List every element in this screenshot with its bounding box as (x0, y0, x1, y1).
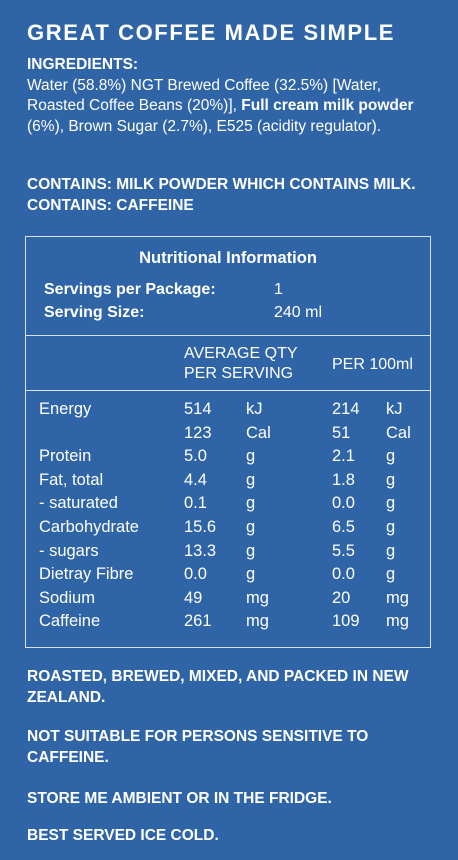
ingredients-text-1: Water (58.8%) NGT Brewed Coffee (32.5%) … (27, 76, 382, 115)
servings-value: 1 (274, 281, 283, 298)
unit-per-serving: g (246, 541, 256, 560)
unit-per-100ml: Cal (386, 423, 411, 442)
value-per-serving: 0.1 (184, 494, 207, 513)
headline: GREAT COFFEE MADE SIMPLE (27, 20, 396, 45)
value-per-serving: 123 (184, 423, 212, 442)
nutrition-row: Sodium 49 mg 20 mg (26, 589, 430, 613)
unit-per-100ml: mg (386, 588, 409, 607)
ingredients-block: INGREDIENTS: Water (58.8%) NGT Brewed Co… (27, 55, 442, 137)
nutrient-name: Energy (39, 400, 92, 418)
nutrient-name: Dietray Fibre (39, 565, 134, 584)
nutrition-panel: Nutritional Information Servings per Pac… (25, 236, 431, 648)
value-per-100ml: 1.8 (332, 470, 355, 489)
value-per-100ml: 214 (332, 400, 360, 418)
value-per-serving: 4.4 (184, 470, 207, 489)
unit-per-serving: g (246, 470, 256, 489)
nutrition-row: - saturated 0.1 g 0.0 g (26, 494, 430, 518)
unit-per-100ml: g (386, 541, 396, 560)
value-per-100ml: 0.0 (332, 565, 355, 584)
nutrition-row: 123 Cal 51 Cal (26, 424, 430, 448)
nutrient-name: Sodium (39, 588, 95, 607)
origin-statement: ROASTED, BREWED, MIXED, AND PACKED IN NE… (27, 668, 409, 706)
serving-size-row: Serving Size: 240 ml (26, 304, 430, 326)
unit-per-100ml: g (386, 447, 396, 466)
nutrition-row: Caffeine 261 mg 109 mg (26, 612, 430, 636)
unit-per-serving: mg (246, 588, 269, 607)
ingredients-text-2: (6%), Brown Sugar (2.7%), E525 (acidity … (27, 117, 382, 135)
ingredients-label: INGREDIENTS: (27, 56, 139, 73)
unit-per-serving: mg (246, 612, 269, 631)
serving-suggestion: BEST SERVED ICE COLD. (27, 827, 219, 844)
unit-per-100ml: g (386, 565, 396, 584)
column-header-per-serving: AVERAGE QTY PER SERVING (184, 344, 298, 384)
serving-size-label: Serving Size: (44, 304, 145, 321)
allergen-statement: CONTAINS: MILK POWDER WHICH CONTAINS MIL… (27, 176, 416, 214)
nutrient-name: Fat, total (39, 470, 104, 489)
value-per-serving: 261 (184, 612, 212, 631)
unit-per-100ml: mg (386, 612, 409, 631)
value-per-serving: 5.0 (184, 447, 207, 466)
nutrient-name: Protein (39, 447, 92, 466)
servings-row: Servings per Package: 1 (26, 281, 430, 303)
unit-per-100ml: g (386, 470, 396, 489)
nutrition-row: Fat, total 4.4 g 1.8 g (26, 471, 430, 495)
nutrition-row: Protein 5.0 g 2.1 g (26, 447, 430, 471)
value-per-100ml: 6.5 (332, 518, 355, 536)
unit-per-serving: g (246, 447, 256, 466)
value-per-serving: 49 (184, 588, 203, 607)
nutrient-name: - saturated (39, 494, 118, 513)
nutrient-name: - sugars (39, 541, 99, 560)
unit-per-100ml: kJ (386, 400, 403, 418)
unit-per-serving: g (246, 565, 256, 584)
value-per-serving: 514 (184, 400, 212, 418)
nutrition-row: Carbohydrate 15.6 g 6.5 g (26, 518, 430, 542)
column-header-per-100ml: PER 100ml (332, 356, 413, 373)
serving-size-value: 240 ml (274, 304, 323, 321)
unit-per-serving: g (246, 518, 256, 536)
value-per-100ml: 0.0 (332, 494, 355, 513)
value-per-100ml: 20 (332, 588, 351, 607)
divider-header (26, 390, 430, 391)
column-header-per-serving-line2: PER SERVING (184, 365, 294, 382)
value-per-100ml: 109 (332, 612, 360, 631)
nutrition-row: Energy 514 kJ 214 kJ (26, 400, 430, 424)
unit-per-serving: g (246, 494, 256, 513)
storage-instruction: STORE ME AMBIENT OR IN THE FRIDGE. (27, 790, 332, 807)
value-per-100ml: 2.1 (332, 447, 355, 466)
unit-per-serving: kJ (246, 400, 263, 418)
nutrient-name: Carbohydrate (39, 518, 139, 536)
column-header-per-serving-line1: AVERAGE QTY (184, 345, 298, 362)
servings-label: Servings per Package: (44, 281, 216, 298)
unit-per-serving: Cal (246, 423, 271, 442)
value-per-serving: 15.6 (184, 518, 217, 536)
value-per-100ml: 5.5 (332, 541, 355, 560)
nutrition-row: - sugars 13.3 g 5.5 g (26, 542, 430, 566)
value-per-100ml: 51 (332, 423, 351, 442)
caffeine-warning: NOT SUITABLE FOR PERSONS SENSITIVE TO CA… (27, 728, 369, 766)
value-per-serving: 0.0 (184, 565, 207, 584)
value-per-serving: 13.3 (184, 541, 217, 560)
nutrition-row: Dietray Fibre 0.0 g 0.0 g (26, 565, 430, 589)
divider-top (26, 335, 430, 336)
unit-per-100ml: g (386, 518, 396, 536)
nutrient-name: Caffeine (39, 612, 101, 631)
nutrition-title: Nutritional Information (139, 249, 317, 267)
ingredients-bold-milk: Full cream milk powder (241, 97, 414, 114)
unit-per-100ml: g (386, 494, 396, 513)
